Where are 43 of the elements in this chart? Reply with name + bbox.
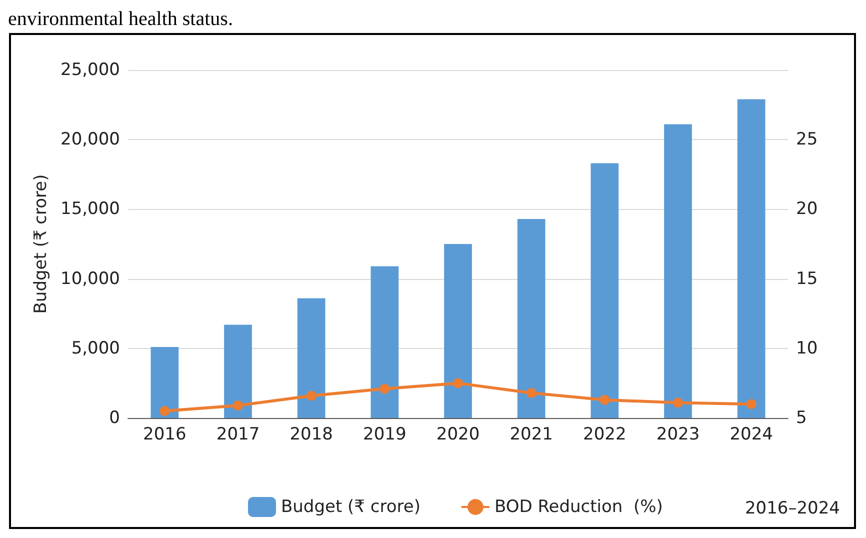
bar bbox=[664, 124, 692, 418]
point bbox=[453, 378, 463, 388]
bar bbox=[737, 99, 766, 418]
y-tick-label: 0 bbox=[109, 408, 120, 428]
bar bbox=[590, 163, 619, 418]
x-tick-label: 2017 bbox=[216, 424, 260, 444]
x-tick-label: 2018 bbox=[290, 424, 333, 444]
y-tick-label: 5,000 bbox=[71, 338, 120, 358]
bar bbox=[517, 218, 546, 418]
y2-tick-label: 5 bbox=[796, 408, 807, 428]
point bbox=[746, 399, 756, 410]
y-axis-title: Budget (₹ crore) bbox=[31, 174, 52, 314]
point bbox=[526, 388, 536, 398]
y-tick-label: 10,000 bbox=[60, 268, 120, 289]
legend-label: BOD Reduction (%) bbox=[494, 497, 663, 517]
bar bbox=[297, 298, 326, 418]
y2-tick-label: 25 bbox=[796, 130, 818, 150]
y-tick-label: 20,000 bbox=[60, 130, 120, 150]
point bbox=[673, 398, 683, 408]
point bbox=[380, 384, 390, 394]
y-tick-label: 15,000 bbox=[60, 199, 120, 220]
point bbox=[160, 406, 170, 416]
bar bbox=[370, 266, 399, 418]
bar bbox=[224, 324, 252, 418]
text: environmental health status. bbox=[8, 8, 233, 30]
text: 2016–2024 bbox=[744, 498, 840, 518]
y-tick-label: 25,000 bbox=[60, 60, 120, 80]
y2-tick-label: 10 bbox=[796, 338, 818, 358]
y2-tick-label: 20 bbox=[796, 199, 818, 220]
x-tick-label: 2023 bbox=[656, 424, 700, 444]
x-tick-label: 2022 bbox=[583, 424, 626, 444]
point bbox=[306, 390, 316, 401]
y2-tick-label: 15 bbox=[796, 268, 818, 289]
x-tick-label: 2019 bbox=[363, 424, 406, 444]
x-tick-label: 2016 bbox=[143, 424, 186, 444]
legend-label: Budget (₹ crore) bbox=[281, 497, 420, 517]
bar bbox=[444, 244, 472, 418]
x-tick-label: 2021 bbox=[510, 424, 553, 444]
x-tick-label: 2020 bbox=[436, 424, 480, 444]
x-tick-label: 2024 bbox=[730, 424, 773, 444]
point bbox=[600, 394, 610, 405]
bar bbox=[150, 347, 179, 418]
point bbox=[233, 400, 243, 410]
